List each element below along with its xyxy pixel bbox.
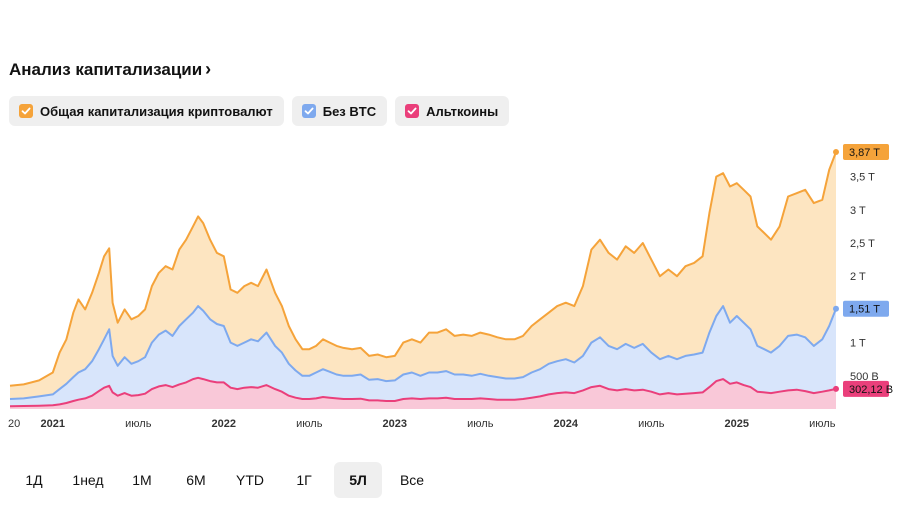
legend: Общая капитализация криптовалют Без BTC … xyxy=(9,96,510,126)
legend-label: Общая капитализация криптовалют xyxy=(40,103,273,119)
legend-item-ex-btc[interactable]: Без BTC xyxy=(291,96,388,126)
period-1d-button[interactable]: 1Д xyxy=(25,472,43,488)
period-6m-button[interactable]: 6М xyxy=(186,472,206,488)
y-tick-label: 2,5 T xyxy=(850,238,875,250)
y-tick-label: 1 T xyxy=(850,338,866,350)
x-tick-label: июль xyxy=(467,418,494,430)
series-line-2 xyxy=(9,376,837,408)
y-tick-label: 3,5 T xyxy=(850,172,875,184)
x-tick-label: июль xyxy=(296,418,323,430)
x-tick-label: июль xyxy=(638,418,665,430)
x-tick-label: 2023 xyxy=(383,418,407,430)
x-tick-label: июль xyxy=(125,418,152,430)
period-selector: 1Д 1нед 1М 6М YTD 1Г 5Л Все xyxy=(10,462,442,498)
period-5y-button[interactable]: 5Л xyxy=(334,462,382,498)
y-tick-label: 3 T xyxy=(850,205,866,217)
series-end-dot-1 xyxy=(833,305,839,312)
series-end-dot-2 xyxy=(833,385,839,392)
last-value-label-1: 1,51 T xyxy=(849,304,880,316)
x-tick-label: 20 xyxy=(8,418,20,430)
series-line-1 xyxy=(9,305,837,400)
page-title: Анализ капитализации xyxy=(9,60,203,79)
period-ytd-button[interactable]: YTD xyxy=(236,472,264,488)
series-line-0 xyxy=(9,151,837,387)
checkbox-checked-icon[interactable] xyxy=(19,104,33,118)
period-1y-button[interactable]: 1Г xyxy=(296,472,312,488)
y-tick-label: 2 T xyxy=(850,271,866,283)
legend-item-total-cap[interactable]: Общая капитализация криптовалют xyxy=(9,96,284,126)
x-tick-label: 2022 xyxy=(212,418,236,430)
last-value-badge-0 xyxy=(843,144,889,160)
period-1m-button[interactable]: 1М xyxy=(132,472,152,488)
y-tick-label: 500 B xyxy=(850,371,879,383)
legend-label: Без BTC xyxy=(322,103,377,119)
series-area-2 xyxy=(10,377,836,409)
last-value-label-0: 3,87 T xyxy=(849,147,880,159)
last-value-label-2: 302,12 B xyxy=(849,384,893,396)
checkbox-checked-icon[interactable] xyxy=(301,104,316,118)
period-1w-button[interactable]: 1нед xyxy=(72,472,104,488)
last-value-badge-2 xyxy=(843,380,889,397)
chevron-right-icon: › xyxy=(205,58,212,79)
legend-item-altcoins[interactable]: Альткоины xyxy=(395,96,510,126)
x-tick-label: июль xyxy=(809,418,836,430)
checkbox-checked-icon[interactable] xyxy=(405,104,420,118)
period-all-button[interactable]: Все xyxy=(399,472,425,488)
x-tick-label: 2024 xyxy=(554,418,579,430)
last-value-badge-1 xyxy=(843,300,889,317)
legend-label: Альткоины xyxy=(426,103,499,119)
chart-title-link[interactable]: Анализ капитализации › xyxy=(9,58,212,80)
x-tick-label: 2025 xyxy=(725,418,749,430)
series-end-dot-0 xyxy=(833,149,839,155)
x-tick-label: 2021 xyxy=(41,418,65,430)
market-cap-chart[interactable]: 500 B 1 T 2 T 2,5 T 3 T 3,5 T 3,87 T 1,51 T 302,… xyxy=(0,140,900,440)
